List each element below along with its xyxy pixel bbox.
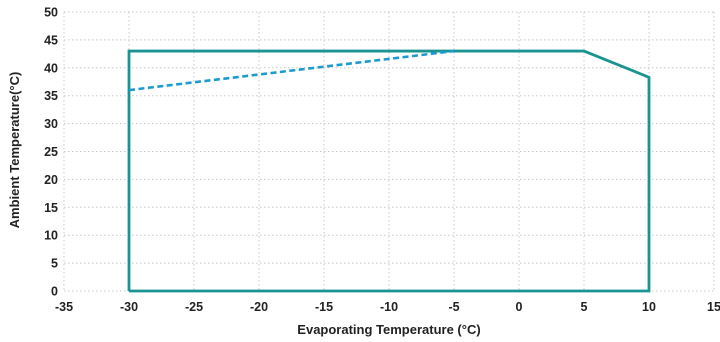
y-tick-label: 50 [44, 6, 58, 20]
x-tick-label: -5 [448, 300, 459, 314]
y-tick-label: 0 [51, 285, 58, 299]
y-tick-label: 45 [44, 33, 58, 47]
y-tick-label: 10 [44, 229, 58, 243]
y-tick-label: 15 [44, 201, 58, 215]
y-tick-label: 30 [44, 117, 58, 131]
x-tick-label: -15 [315, 300, 333, 314]
y-tick-label: 40 [44, 61, 58, 75]
y-tick-label: 20 [44, 173, 58, 187]
y-tick-label: 35 [44, 89, 58, 103]
x-tick-label: 10 [642, 300, 656, 314]
x-tick-label: -10 [380, 300, 398, 314]
grid-layer [63, 11, 715, 292]
tick-layer: -35 -30 -25 -20 -15 -10 -5 0 5 10 15 0 5 10 15 20 25 30 35… [44, 6, 720, 315]
x-tick-label: -35 [55, 300, 73, 314]
dashed-boundary-line [128, 49, 455, 92]
operating-envelope-line [127, 49, 651, 293]
y-axis-title: Ambient Temperature(°C) [7, 72, 22, 229]
x-tick-label: -30 [120, 300, 138, 314]
x-tick-label: -25 [185, 300, 203, 314]
x-tick-label: -20 [250, 300, 268, 314]
series-layer [127, 49, 651, 293]
y-tick-label: 5 [51, 257, 58, 271]
y-tick-label: 25 [44, 145, 58, 159]
x-tick-label: 0 [516, 300, 523, 314]
x-axis-title: Evaporating Temperature (°C) [297, 322, 480, 337]
x-tick-label: 5 [581, 300, 588, 314]
x-tick-label: 15 [707, 300, 720, 314]
